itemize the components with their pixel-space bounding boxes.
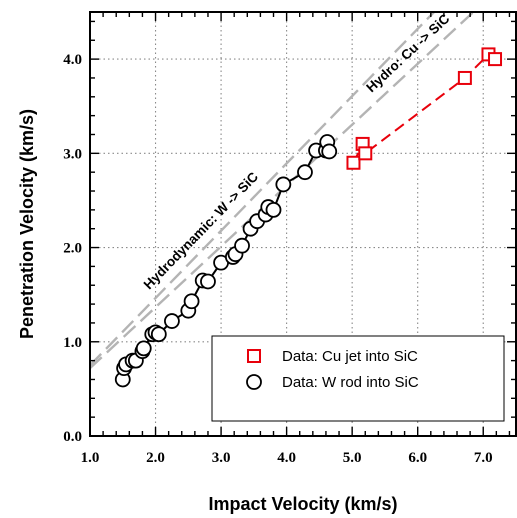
axes [89,11,517,437]
plot-frame [89,11,517,437]
y-axis-title: Penetration Velocity (km/s) [17,109,37,339]
y-tick-label: 3.0 [63,146,82,162]
x-tick-label: 6.0 [408,450,427,466]
legend-marker-circle [246,374,262,390]
data-point-w [297,164,313,181]
data-point-w [150,326,167,343]
y-tick-label: 0.0 [63,429,82,445]
data-point-w [265,201,282,218]
data-point-w [321,143,338,160]
data-point-w [135,340,152,357]
x-axis-title: Impact Velocity (km/s) [208,494,397,514]
y-tick-label: 1.0 [63,335,82,351]
reference-line-1 [90,12,435,367]
x-tick-label: 4.0 [277,450,296,466]
x-tick-label: 5.0 [343,450,362,466]
legend: Data: Cu jet into SiC Data: W rod into Si… [211,335,505,422]
legend-marker-square [247,349,261,363]
x-tick-label: 7.0 [474,450,493,466]
data-point-w [275,176,292,193]
data-point-cu [457,70,472,85]
data-point-cu [358,146,373,161]
data-markers [114,47,503,388]
tick-labels: 1.0 2.0 3.0 4.0 5.0 6.0 7.0 0.0 1.0 2.0 3.0 4.0 [63,52,492,466]
legend-entry-label: Data: W rod into SiC [282,374,419,391]
x-tick-label: 2.0 [146,450,165,466]
y-tick-label: 2.0 [63,241,82,257]
data-point-cu [346,155,361,170]
y-tick-label: 4.0 [63,52,82,68]
data-point-w [234,237,250,254]
data-point-w [183,293,200,310]
x-tick-label: 3.0 [212,450,231,466]
data-point-cu [488,52,503,67]
data-point-w [200,273,216,290]
x-tick-label: 1.0 [81,450,100,466]
data-point-w [164,313,180,329]
legend-entry-label: Data: Cu jet into SiC [282,348,418,365]
